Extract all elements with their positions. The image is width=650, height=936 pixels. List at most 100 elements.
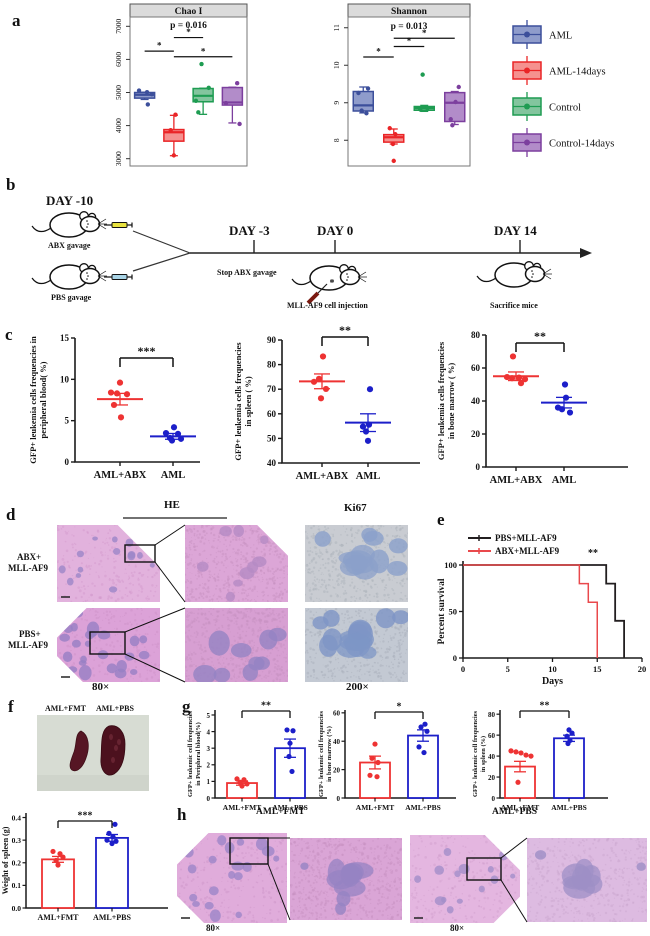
svg-text:9: 9 — [332, 101, 341, 105]
spleen-photo-label-pbs: AML+PBS — [96, 704, 134, 713]
svg-text:AML+ABX: AML+ABX — [94, 470, 147, 481]
h-mag-left: 80× — [206, 923, 221, 933]
timeline-sacrifice: Sacrifice mice — [490, 301, 538, 310]
svg-text:3000: 3000 — [114, 151, 123, 166]
svg-text:**: ** — [540, 701, 550, 712]
svg-text:60: 60 — [471, 363, 481, 373]
mouse-icon — [476, 261, 552, 288]
svg-text:GFP+ leukemic cell frequencies: GFP+ leukemic cell frequencies — [472, 710, 479, 797]
timeline-day0: DAY 0 — [317, 223, 354, 238]
svg-text:40: 40 — [488, 753, 496, 761]
svg-text:AML+PBS: AML+PBS — [272, 803, 308, 812]
svg-text:5: 5 — [207, 712, 211, 720]
svg-text:0: 0 — [492, 795, 496, 803]
he-200x-pbs — [185, 608, 288, 682]
svg-text:60: 60 — [488, 732, 496, 740]
svg-text:5: 5 — [65, 416, 70, 426]
spleen-scatter: 40 50 60 70 80 90 AML+ABX AML ** GFP+ leukemia ce… — [233, 323, 420, 482]
svg-text:20: 20 — [471, 429, 481, 439]
svg-text:0.4: 0.4 — [12, 813, 22, 822]
panel-label-f: f — [8, 697, 14, 716]
mouse-icon — [31, 263, 107, 290]
svg-text:in spleen (%): in spleen (%) — [480, 736, 487, 772]
timeline-day-minus3: DAY -3 — [229, 223, 270, 238]
ki67-abx — [305, 525, 408, 602]
svg-text:20: 20 — [488, 774, 496, 782]
svg-text:AML+PBS: AML+PBS — [93, 913, 131, 922]
svg-text:60: 60 — [333, 710, 341, 718]
spleen-weight-bar: 0.0 0.1 0.2 0.3 0.4 AML+FMT AML+PBS *** Weight o… — [1, 811, 168, 922]
svg-text:8: 8 — [332, 138, 341, 142]
survival-series — [463, 564, 598, 658]
svg-text:AML-14days: AML-14days — [549, 67, 606, 78]
mag-200x-label: 200× — [346, 681, 369, 693]
h-he-80x-fmt — [177, 833, 287, 923]
panel-label-h: h — [177, 805, 187, 824]
svg-text:*: * — [397, 702, 402, 713]
h-he-80x-pbs — [410, 835, 520, 923]
svg-text:11: 11 — [332, 24, 341, 31]
gavage-syringe-icon — [104, 222, 133, 228]
svg-text:**: ** — [339, 323, 351, 337]
svg-text:**: ** — [534, 329, 546, 343]
svg-text:0: 0 — [207, 795, 211, 803]
panel-label-b: b — [6, 175, 16, 194]
h-title-pbs: AML+PBS — [492, 807, 537, 817]
svg-text:70: 70 — [267, 384, 277, 394]
ki67-pbs — [305, 608, 408, 682]
survival-series — [463, 564, 626, 658]
svg-text:GFP+ leukemic cell frequencies: GFP+ leukemic cell frequencies — [318, 710, 325, 797]
h-he-200x-fmt — [290, 838, 402, 920]
svg-text:Shannon: Shannon — [391, 7, 428, 17]
svg-text:AML: AML — [356, 471, 381, 482]
svg-text:Percent survival: Percent survival — [437, 578, 447, 644]
svg-text:40: 40 — [471, 396, 481, 406]
svg-text:0: 0 — [65, 457, 70, 467]
svg-text:4: 4 — [207, 728, 211, 736]
svg-text:20: 20 — [333, 766, 341, 774]
he-80x-pbs — [57, 608, 160, 682]
svg-text:in bone marrow (%): in bone marrow (%) — [326, 726, 333, 782]
svg-text:0.1: 0.1 — [12, 881, 22, 890]
h-title-fmt: AML+FMT — [256, 807, 305, 817]
svg-text:AML+PBS: AML+PBS — [405, 803, 441, 812]
svg-text:40: 40 — [333, 738, 341, 746]
svg-text:GFP+ leukemia cells frequencie: GFP+ leukemia cells frequencies — [436, 341, 446, 460]
svg-text:3: 3 — [207, 745, 211, 753]
svg-text:Days: Days — [542, 676, 563, 687]
svg-text:AML+FMT: AML+FMT — [223, 803, 261, 812]
svg-text:*: * — [186, 27, 191, 37]
he-ki67-histology — [57, 517, 408, 683]
svg-text:AML: AML — [552, 475, 577, 486]
svg-text:p = 0.016: p = 0.016 — [170, 21, 207, 31]
svg-text:p = 0.013: p = 0.013 — [391, 22, 428, 32]
survival-curve: 0 5 10 15 20 0 50 100 PBS+MLL-AF9 ABX+MLL-AF9 ** Pe… — [437, 533, 646, 687]
svg-text:in spleen ( %): in spleen ( %) — [243, 376, 253, 426]
h-mag-right: 80× — [450, 923, 465, 933]
timeline-mll-injection: MLL-AF9 cell injection — [287, 301, 368, 310]
svg-text:0: 0 — [453, 653, 457, 663]
svg-text:AML: AML — [549, 31, 572, 42]
spleen-fmt — [69, 730, 89, 772]
he-header: HE — [164, 499, 180, 511]
svg-text:GFP+ leukemic cell frequencies: GFP+ leukemic cell frequencies — [187, 710, 194, 797]
svg-text:40: 40 — [267, 458, 277, 468]
spleen-photo — [37, 715, 149, 791]
panel-label-e: e — [437, 510, 445, 529]
svg-text:*: * — [422, 28, 427, 38]
experiment-timeline-diagram: * — [31, 211, 592, 305]
mouse-icon — [31, 211, 107, 238]
svg-text:AML+ABX: AML+ABX — [490, 475, 543, 486]
svg-text:0.0: 0.0 — [12, 904, 22, 913]
timeline-pbs-gavage: PBS gavage — [51, 293, 92, 302]
svg-text:Control: Control — [549, 103, 581, 114]
svg-text:0: 0 — [461, 664, 465, 674]
svg-text:15: 15 — [60, 333, 70, 343]
svg-text:AML+PBS: AML+PBS — [551, 803, 587, 812]
bone-marrow-scatter: 0 20 40 60 80 AML+ABX AML ** GFP+ leukemia cells… — [436, 329, 628, 486]
svg-text:4000: 4000 — [114, 118, 123, 133]
spleen-pbs — [100, 725, 126, 776]
svg-text:10: 10 — [60, 374, 70, 384]
svg-text:AML: AML — [161, 470, 186, 481]
svg-text:50: 50 — [267, 433, 277, 443]
